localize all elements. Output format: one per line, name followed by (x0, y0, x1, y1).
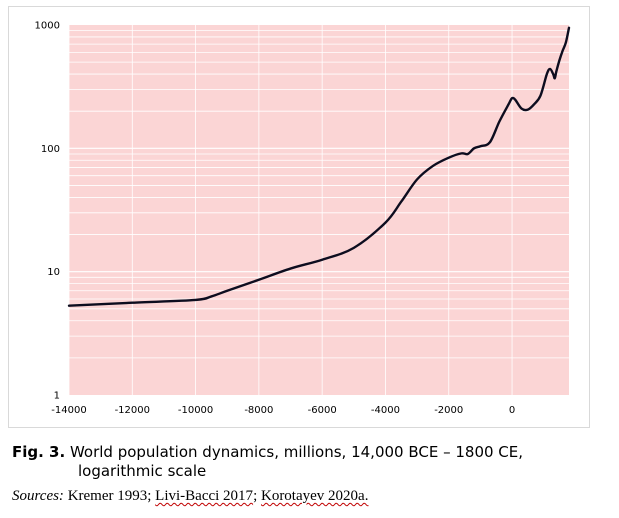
sources-line: Sources: Kremer 1993; Livi-Bacci 2017; K… (12, 488, 368, 505)
source-korotayev: Korotayev 2020a. (260, 488, 369, 504)
chart-frame: 1 10 100 1000 -14000 -12000 -10000 -8000 -6000 -4… (8, 6, 590, 428)
source-livi-bacci: Livi-Bacci 2017 (155, 488, 254, 504)
x-tick-label: -10000 (178, 405, 213, 416)
source-kremer: Kremer 1993 (67, 488, 148, 504)
caption-text-line1: World population dynamics, millions, 14,… (65, 443, 524, 461)
x-tick-label: -6000 (308, 405, 337, 416)
y-tick-label: 100 (41, 144, 60, 155)
x-tick-label: -12000 (115, 405, 150, 416)
x-tick-label: -4000 (371, 405, 400, 416)
y-tick-label: 10 (47, 267, 60, 278)
plot-area (69, 25, 569, 395)
sources-label: Sources: (12, 488, 64, 504)
x-tick-label: -2000 (434, 405, 463, 416)
caption-label: Fig. 3. (12, 443, 66, 461)
x-tick-label: -8000 (244, 405, 273, 416)
y-tick-label: 1 (54, 391, 60, 402)
source-sep-1: ; (147, 488, 156, 504)
population-chart: 1 10 100 1000 -14000 -12000 -10000 -8000 -6000 -4… (35, 21, 571, 416)
source-sep-2: ; (253, 488, 261, 504)
figure-caption: Fig. 3. World population dynamics, milli… (12, 443, 612, 481)
y-tick-label: 1000 (35, 21, 60, 32)
series-line-0 (67, 26, 571, 307)
caption-text-line2: logarithmic scale (78, 462, 207, 480)
x-tick-label: -14000 (51, 405, 86, 416)
x-tick-label: 0 (509, 405, 515, 416)
